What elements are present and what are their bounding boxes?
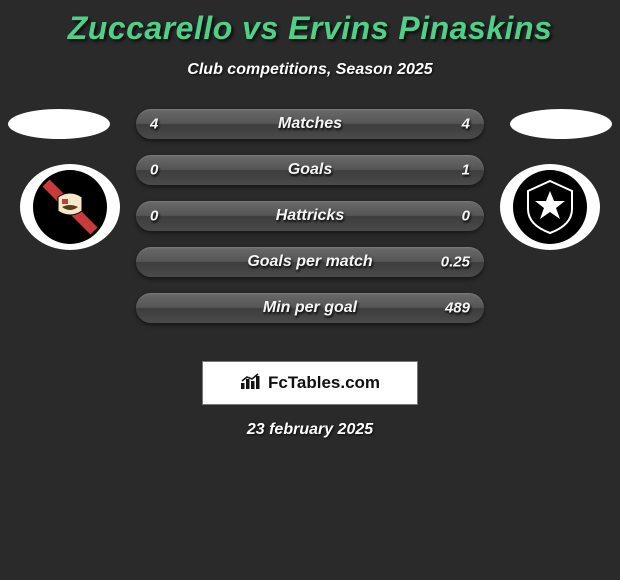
brand-badge[interactable]: FcTables.com bbox=[202, 361, 418, 405]
shield-icon bbox=[33, 170, 107, 244]
comparison-card: Zuccarello vs Ervins Pinaskins Club comp… bbox=[0, 0, 620, 439]
stat-right-value: 1 bbox=[462, 162, 470, 179]
stat-label: Goals bbox=[288, 161, 332, 179]
subtitle: Club competitions, Season 2025 bbox=[0, 61, 620, 79]
player-oval-left bbox=[8, 109, 110, 139]
stat-label: Goals per match bbox=[247, 253, 372, 271]
stat-right-value: 4 bbox=[462, 116, 470, 133]
stat-row-goals: 0 Goals 1 bbox=[136, 155, 484, 185]
shield-icon bbox=[513, 170, 587, 244]
stat-right-value: 489 bbox=[445, 300, 470, 317]
brand-text: FcTables.com bbox=[268, 373, 380, 393]
stat-bars: 4 Matches 4 0 Goals 1 0 Hattricks 0 Goal… bbox=[136, 109, 484, 339]
main-area: 4 Matches 4 0 Goals 1 0 Hattricks 0 Goal… bbox=[0, 109, 620, 359]
stat-label: Min per goal bbox=[263, 299, 357, 317]
chart-icon bbox=[240, 372, 262, 395]
stat-row-goals-per-match: Goals per match 0.25 bbox=[136, 247, 484, 277]
stat-label: Hattricks bbox=[276, 207, 344, 225]
stat-row-matches: 4 Matches 4 bbox=[136, 109, 484, 139]
player-oval-right bbox=[510, 109, 612, 139]
stat-left-value: 0 bbox=[150, 162, 158, 179]
date-label: 23 february 2025 bbox=[0, 421, 620, 439]
stat-label: Matches bbox=[278, 115, 342, 133]
stat-right-value: 0 bbox=[462, 208, 470, 225]
stat-left-value: 0 bbox=[150, 208, 158, 225]
stat-right-value: 0.25 bbox=[441, 254, 470, 271]
stat-row-min-per-goal: Min per goal 489 bbox=[136, 293, 484, 323]
club-badge-right bbox=[500, 164, 600, 250]
stat-row-hattricks: 0 Hattricks 0 bbox=[136, 201, 484, 231]
page-title: Zuccarello vs Ervins Pinaskins bbox=[0, 10, 620, 47]
stat-left-value: 4 bbox=[150, 116, 158, 133]
club-badge-left bbox=[20, 164, 120, 250]
